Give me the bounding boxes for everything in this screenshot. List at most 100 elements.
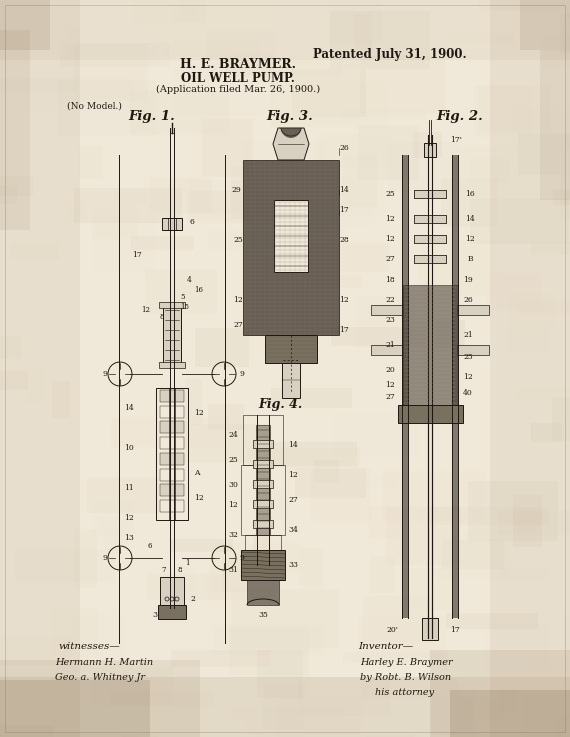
Text: 11: 11 [124,484,134,492]
Text: 14: 14 [339,186,349,194]
Text: Patented July 31, 1900.: Patented July 31, 1900. [313,48,467,61]
Bar [0,78,77,93]
Bar [442,540,504,570]
Bar [110,691,213,707]
Bar [498,509,570,534]
Text: 17': 17' [450,136,462,144]
Bar [195,328,249,367]
Bar [474,86,534,137]
Bar [508,293,556,328]
Bar [356,296,416,346]
Bar [134,0,206,24]
Bar [160,437,184,449]
Bar [332,177,384,217]
Bar [114,191,147,204]
Bar [364,380,431,402]
Text: his attorney: his attorney [375,688,434,697]
Bar [499,567,549,581]
Bar [173,198,287,233]
Bar [542,35,570,69]
Bar [264,665,359,716]
Bar [271,388,352,408]
Bar [403,285,458,405]
Bar [414,55,505,104]
Bar [389,142,462,191]
Text: 21: 21 [385,341,395,349]
Bar [253,480,273,488]
Text: 30: 30 [228,481,238,489]
Bar [263,201,375,227]
Bar [256,425,270,535]
Text: B: B [467,255,473,263]
Bar [544,674,570,687]
Text: 21: 21 [463,331,473,339]
Bar [87,477,178,513]
Bar [0,724,54,737]
Bar [447,686,478,737]
Bar [161,490,194,545]
Bar [518,133,570,175]
Bar [162,218,182,230]
Bar [231,589,339,649]
Bar [104,239,126,251]
Bar [258,650,303,698]
Bar [57,80,156,136]
Text: 27: 27 [233,321,243,329]
Bar [457,305,489,315]
Bar [111,418,225,447]
Bar [419,240,498,296]
Text: 9: 9 [240,370,245,378]
Bar [515,464,570,483]
Bar [539,172,570,193]
Text: 24: 24 [228,431,238,439]
Bar [202,119,253,177]
Bar [0,618,82,652]
Text: 3: 3 [152,611,157,619]
Bar [358,125,419,180]
Text: 12: 12 [194,494,203,502]
Bar [263,682,304,729]
Bar [343,652,449,663]
Text: 27: 27 [385,255,395,263]
Bar [209,568,273,601]
Bar [256,733,305,737]
Bar [160,500,184,512]
Bar [359,616,445,658]
Bar [43,52,93,109]
Bar [452,155,458,618]
Text: 17: 17 [450,626,460,634]
Text: 9: 9 [102,554,107,562]
Bar [160,484,184,496]
Bar [364,735,414,737]
Bar [60,43,170,66]
Text: 26: 26 [339,144,349,152]
Bar [470,199,569,244]
Bar [479,698,504,720]
Bar [0,660,200,737]
Text: 22: 22 [385,296,395,304]
Bar [494,584,551,626]
Bar [208,231,290,251]
Bar [26,77,134,111]
Bar [11,243,59,259]
Text: 12: 12 [194,409,203,417]
Bar [142,397,236,451]
Bar [264,648,310,698]
Bar [0,680,150,737]
Bar [422,618,438,640]
Bar [0,336,21,360]
Bar [0,0,80,737]
Bar [0,0,570,60]
Bar [92,500,135,537]
Text: 34: 34 [288,526,298,534]
Bar [414,190,446,198]
Bar [299,548,323,586]
Text: 9: 9 [240,554,245,562]
Bar [97,517,133,546]
Text: Fig. 3.: Fig. 3. [267,110,314,123]
Bar [331,11,430,69]
Text: Hermann H. Martin: Hermann H. Martin [55,658,153,667]
Bar [205,570,228,594]
Text: 16: 16 [194,286,203,294]
Bar [249,477,279,494]
